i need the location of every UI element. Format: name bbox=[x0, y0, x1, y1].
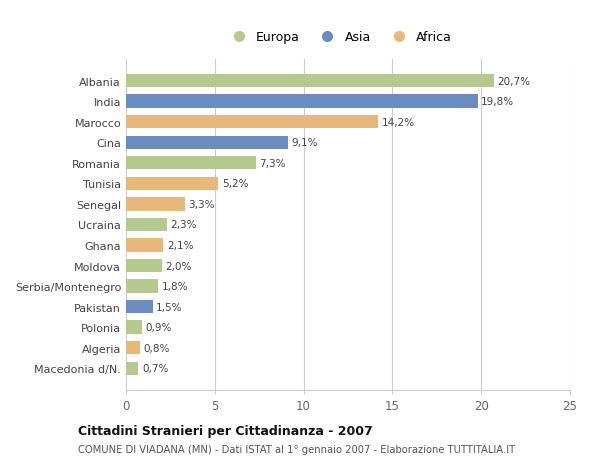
Bar bbox=[126, 280, 158, 293]
Text: 9,1%: 9,1% bbox=[291, 138, 317, 148]
Text: 2,1%: 2,1% bbox=[167, 241, 193, 251]
Bar bbox=[126, 239, 163, 252]
Text: 5,2%: 5,2% bbox=[222, 179, 248, 189]
Legend: Europa, Asia, Africa: Europa, Asia, Africa bbox=[221, 26, 457, 49]
Bar bbox=[126, 157, 256, 170]
Bar bbox=[126, 136, 287, 150]
Bar bbox=[126, 300, 152, 313]
Text: 3,3%: 3,3% bbox=[188, 199, 215, 209]
Text: Cittadini Stranieri per Cittadinanza - 2007: Cittadini Stranieri per Cittadinanza - 2… bbox=[78, 424, 373, 437]
Text: 1,8%: 1,8% bbox=[161, 281, 188, 291]
Text: 19,8%: 19,8% bbox=[481, 97, 514, 107]
Text: 1,5%: 1,5% bbox=[156, 302, 182, 312]
Text: 2,3%: 2,3% bbox=[170, 220, 197, 230]
Text: 0,9%: 0,9% bbox=[146, 323, 172, 332]
Bar bbox=[126, 341, 140, 355]
Bar bbox=[126, 362, 139, 375]
Text: 0,7%: 0,7% bbox=[142, 364, 169, 374]
Text: 0,8%: 0,8% bbox=[144, 343, 170, 353]
Text: 7,3%: 7,3% bbox=[259, 158, 286, 168]
Text: COMUNE DI VIADANA (MN) - Dati ISTAT al 1° gennaio 2007 - Elaborazione TUTTITALIA: COMUNE DI VIADANA (MN) - Dati ISTAT al 1… bbox=[78, 444, 515, 454]
Bar bbox=[126, 95, 478, 108]
Text: 14,2%: 14,2% bbox=[382, 118, 415, 127]
Text: 20,7%: 20,7% bbox=[497, 76, 530, 86]
Bar bbox=[126, 116, 378, 129]
Bar bbox=[126, 198, 185, 211]
Bar bbox=[126, 321, 142, 334]
Bar bbox=[126, 259, 161, 273]
Bar bbox=[126, 177, 218, 190]
Bar bbox=[126, 75, 494, 88]
Text: 2,0%: 2,0% bbox=[165, 261, 191, 271]
Bar bbox=[126, 218, 167, 232]
